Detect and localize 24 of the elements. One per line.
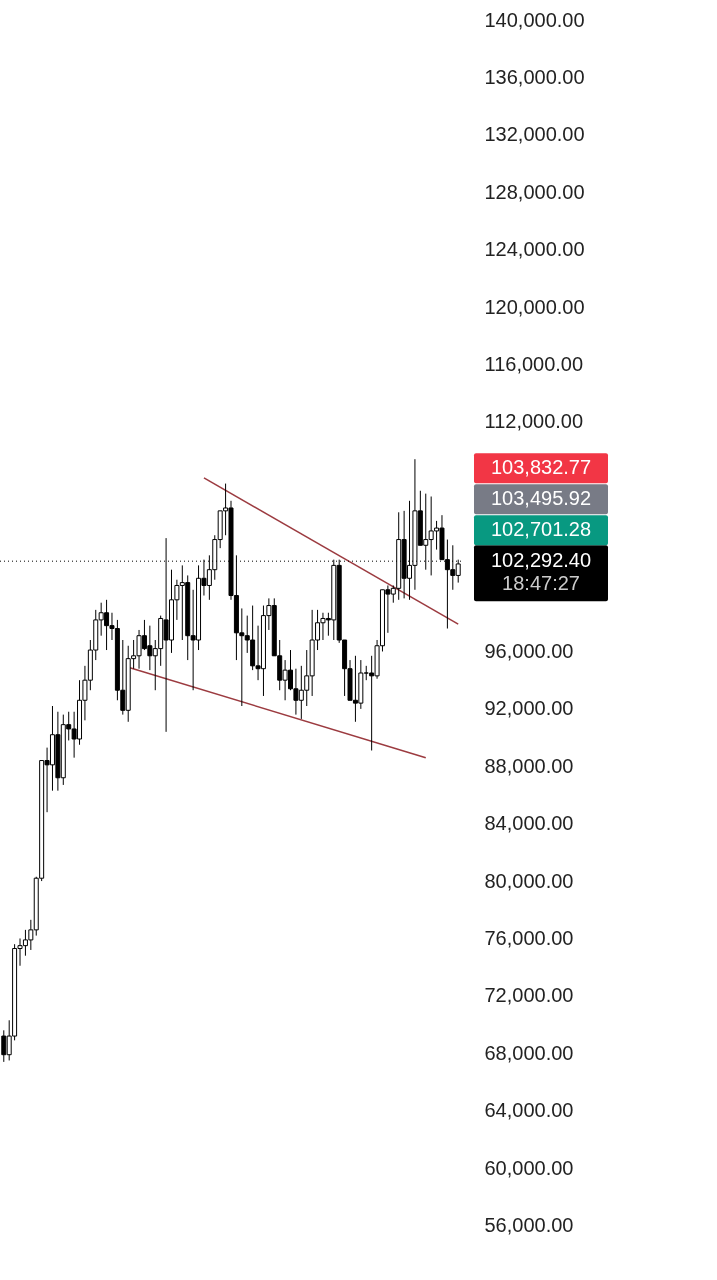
text: 18:47:27 bbox=[502, 572, 580, 595]
y-tick-label: 68,000.00 bbox=[484, 1041, 574, 1064]
ref-line-label: 102,292.40 bbox=[490, 549, 592, 572]
y-tick-label: 124,000.00 bbox=[484, 238, 585, 261]
y-tick-label: 116,000.00 bbox=[484, 352, 584, 375]
y-tick-label: 64,000.00 bbox=[484, 1099, 574, 1122]
y-tick-label: 96,000.00 bbox=[484, 639, 574, 662]
y-tick-label: 120,000.00 bbox=[484, 295, 585, 318]
y-tick-label: 140,000.00 bbox=[484, 8, 585, 31]
text: 103,832.77 bbox=[490, 456, 592, 479]
y-tick-label: 132,000.00 bbox=[484, 123, 585, 146]
y-tick-label: 60,000.00 bbox=[484, 1156, 574, 1179]
y-tick-label: 56,000.00 bbox=[484, 1213, 574, 1236]
y-tick-label: 92,000.00 bbox=[484, 697, 574, 720]
text: 102,701.28 bbox=[490, 518, 592, 541]
y-tick-label: 136,000.00 bbox=[484, 65, 585, 88]
text: 103,495.92 bbox=[490, 487, 592, 510]
y-tick-label: 128,000.00 bbox=[484, 180, 585, 203]
y-tick-label: 72,000.00 bbox=[484, 984, 574, 1007]
y-tick-label: 112,000.00 bbox=[484, 410, 584, 433]
y-tick-label: 88,000.00 bbox=[484, 754, 574, 777]
y-tick-label: 84,000.00 bbox=[484, 812, 574, 835]
y-tick-label: 80,000.00 bbox=[484, 869, 574, 892]
y-tick-label: 76,000.00 bbox=[484, 926, 574, 949]
